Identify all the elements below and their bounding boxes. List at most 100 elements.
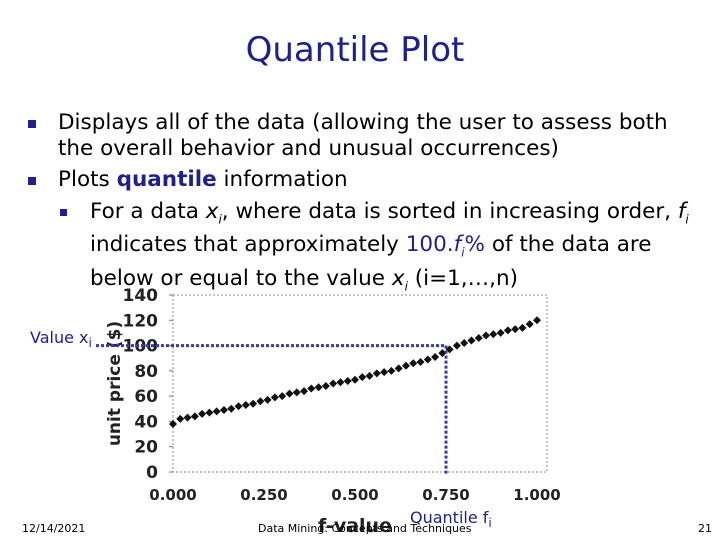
data-point (387, 366, 396, 375)
var-sub: i (461, 245, 465, 260)
footer-title: Data Mining: Concepts and Techniques (258, 522, 472, 535)
data-point (278, 392, 287, 401)
data-point (329, 379, 338, 388)
data-point (183, 413, 192, 422)
y-tick-label: 120 (123, 311, 159, 331)
data-point (227, 404, 236, 413)
data-point (169, 419, 177, 428)
data-point (431, 352, 440, 361)
var-f: f (677, 199, 686, 224)
text-part: of the data are below or equal to the va… (90, 232, 652, 291)
bullet-square-icon (28, 177, 36, 185)
percent-expression: 100.fi% (405, 232, 485, 260)
data-point (358, 373, 367, 382)
data-point (365, 371, 374, 380)
data-point (380, 368, 389, 377)
data-point (482, 331, 491, 340)
text-part: 100. (405, 232, 454, 258)
data-point (460, 339, 469, 348)
bullet-bold-word: quantile (116, 167, 217, 192)
data-point (372, 369, 381, 378)
y-tick-label: 60 (134, 387, 158, 407)
data-point (219, 406, 228, 415)
data-point (241, 400, 250, 409)
var-x: x (205, 199, 219, 224)
y-tick-label: 100 (123, 337, 159, 357)
text-part: indicates that approximately (90, 232, 406, 258)
data-point (249, 399, 258, 408)
data-point (263, 395, 272, 404)
data-point (300, 387, 309, 396)
bullet-text: Plots quantile information (58, 167, 698, 193)
data-point (409, 359, 418, 368)
data-point (285, 389, 294, 398)
bullet-square-icon (60, 209, 67, 216)
data-point (474, 333, 483, 342)
data-point (351, 375, 359, 384)
var-f: f (453, 232, 462, 258)
x-tick-label: 0.750 (422, 486, 469, 504)
x-tick-label: 0.000 (149, 486, 196, 504)
bullet-text: Displays all of the data (allowing the u… (58, 110, 668, 161)
data-point (496, 328, 505, 337)
value-label: Value xi (30, 328, 92, 350)
data-point (205, 408, 214, 417)
data-point (198, 409, 207, 418)
sub-bullet-text: For a data xi, where data is sorted in i… (90, 199, 690, 299)
value-label-sub: i (88, 336, 92, 351)
data-point (525, 320, 534, 329)
data-point (423, 355, 432, 364)
data-point (234, 402, 243, 411)
y-tick-label: 80 (134, 362, 158, 382)
data-point (256, 397, 265, 406)
footer-date: 12/14/2021 (22, 522, 86, 535)
data-point (511, 325, 520, 334)
data-point (445, 345, 454, 354)
var-x: x (391, 265, 405, 291)
data-point (343, 376, 352, 385)
data-point (489, 330, 498, 339)
x-tick-label: 1.000 (513, 486, 560, 504)
data-point (190, 412, 199, 421)
bullet-square-icon (28, 120, 36, 128)
bullet-text-part: Plots (58, 167, 117, 192)
data-point (314, 383, 323, 392)
data-point (394, 364, 403, 373)
quantile-label-sub: i (488, 516, 492, 531)
y-tick-label: 20 (134, 438, 158, 458)
quantile-label-text: Quantile f (410, 508, 489, 527)
x-tick-label: 0.500 (331, 486, 378, 504)
y-tick-label: 140 (123, 286, 159, 306)
data-point (321, 382, 330, 391)
y-tick-label: 40 (134, 412, 158, 432)
var-sub: i (685, 212, 689, 227)
data-points (169, 316, 541, 428)
y-axis: 0 20 40 60 80 100 120 140 (123, 286, 173, 483)
data-point (533, 316, 541, 325)
data-point (518, 323, 527, 332)
data-point (176, 414, 185, 423)
x-axis-label: f-value (318, 515, 392, 537)
bullet-text-part: information (216, 167, 348, 192)
data-point (212, 407, 221, 416)
data-point (336, 378, 345, 387)
slide-title: Quantile Plot (245, 30, 465, 70)
data-point (401, 361, 410, 370)
footer-page-number: 21 (698, 522, 712, 535)
data-point (467, 336, 476, 345)
data-point (307, 384, 316, 393)
data-point (438, 349, 447, 358)
text-part: (i=1,…,n) (407, 265, 518, 291)
data-point (292, 388, 301, 397)
data-point (503, 326, 512, 335)
quantile-guide-line (96, 344, 448, 474)
plot-frame (172, 294, 548, 473)
text-part: % (464, 232, 485, 258)
value-label-text: Value x (30, 328, 89, 347)
text-part: , where data is sorted in increasing ord… (221, 199, 671, 224)
var-sub: i (404, 278, 408, 293)
y-tick-label: 0 (146, 463, 158, 483)
text-part: For a data (90, 199, 206, 224)
x-axis: 0.000 0.250 0.500 0.750 1.000 (149, 486, 560, 504)
